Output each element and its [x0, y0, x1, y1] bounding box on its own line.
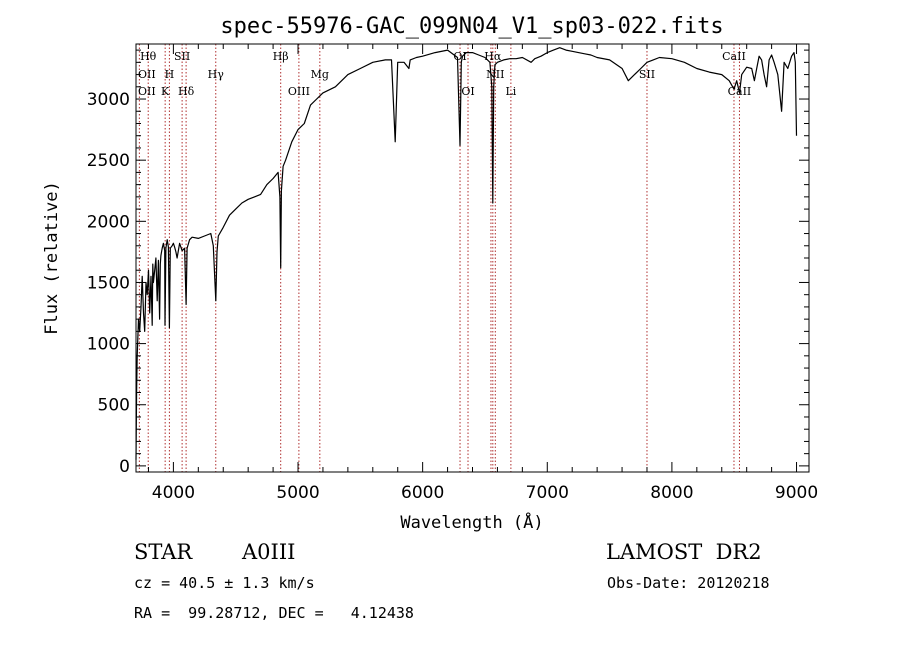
object-subclass: A0III	[242, 540, 296, 564]
spectral-line-label: H	[165, 68, 175, 81]
y-tick-label: 2000	[87, 212, 130, 232]
spectral-line-label: Hβ	[273, 50, 289, 63]
spectral-line-label: Li	[505, 85, 516, 98]
object-class: STAR	[134, 540, 193, 564]
y-axis-label: Flux (relative)	[42, 181, 62, 335]
spectral-line-label: SII	[174, 50, 190, 63]
spectral-line-label: OII	[138, 85, 156, 98]
spectral-line-label: NII	[486, 68, 504, 81]
x-tick-label: 5000	[276, 483, 319, 503]
plot-frame	[135, 43, 810, 473]
spectral-line-label: OI	[461, 85, 474, 98]
y-tick-label: 1000	[87, 335, 130, 355]
spectral-line-label: Mg	[311, 68, 329, 81]
spectral-line-label: OIII	[288, 85, 310, 98]
x-tick-label: 6000	[401, 483, 444, 503]
spectral-line-label: SII	[639, 68, 655, 81]
spectral-line-label: Hδ	[178, 85, 195, 98]
chart-title: spec-55976-GAC_099N04_V1_sp03-022.fits	[220, 14, 723, 39]
coordinates: RA = 99.28712, DEC = 4.12438	[134, 604, 414, 622]
y-tick-label: 0	[119, 457, 130, 477]
spectral-line-label: Hα	[484, 50, 502, 63]
axes: 4000 5000 6000 7000 8000 9000 0 500 1000 1500 2000…	[87, 44, 818, 503]
spectral-line-label: OI	[453, 50, 466, 63]
spectral-line-label: Hθ	[140, 50, 157, 63]
spectral-line-markers	[138, 44, 740, 472]
redshift-velocity: cz = 40.5 ± 1.3 km/s	[134, 574, 315, 592]
spectral-line-label: CaII	[728, 85, 752, 98]
y-tick-label: 2500	[87, 151, 130, 171]
y-tick-label: 1500	[87, 273, 130, 293]
observation-date: Obs-Date: 20120218	[607, 574, 770, 592]
spectral-line-label: OII	[138, 68, 156, 81]
x-tick-label: 7000	[526, 483, 569, 503]
x-tick-label: 4000	[152, 483, 195, 503]
spectrum-series	[135, 47, 798, 460]
spectral-line-label: K	[161, 85, 170, 98]
spectrum-line	[135, 47, 798, 460]
y-tick-label: 500	[98, 396, 130, 416]
spectral-line-label: CaII	[722, 50, 746, 63]
spectral-line-label: Hγ	[208, 68, 225, 81]
x-tick-label: 9000	[775, 483, 818, 503]
x-tick-label: 8000	[650, 483, 693, 503]
survey-name: LAMOST DR2	[606, 540, 762, 564]
x-axis-label: Wavelength (Å)	[400, 511, 543, 533]
y-tick-label: 3000	[87, 90, 130, 110]
